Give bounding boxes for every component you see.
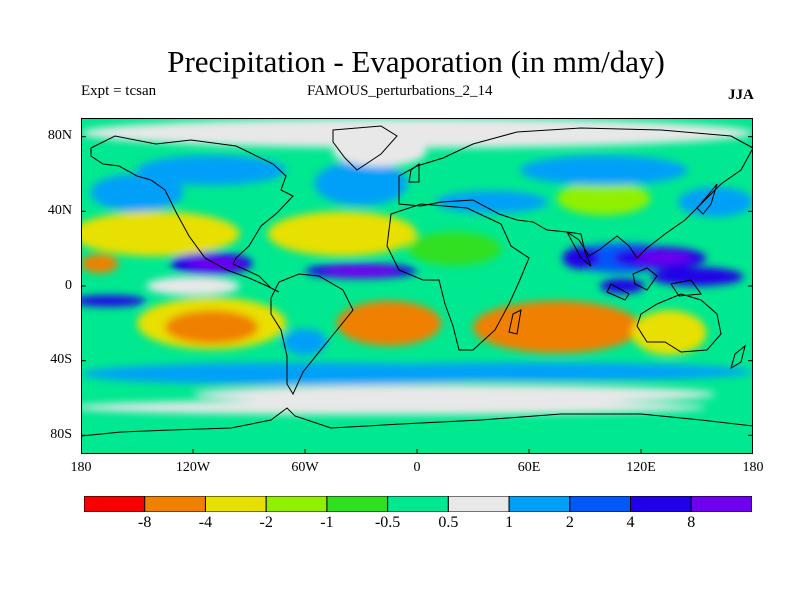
lon-tick-label: 0 — [413, 460, 421, 475]
lon-tick-label: 60W — [291, 460, 319, 475]
field-region — [165, 310, 259, 344]
chart-title: Precipitation - Evaporation (in mm/day) — [167, 44, 665, 79]
field-region — [557, 181, 651, 216]
colorbar-swatch — [326, 496, 389, 512]
lat-tick-label: 40S — [50, 352, 72, 367]
colorbar-swatch — [630, 496, 692, 512]
colorbar-swatch — [265, 496, 328, 512]
field-region — [678, 187, 753, 217]
colorbar-label: 1 — [505, 514, 514, 531]
coastline-australia — [636, 293, 722, 353]
field-region — [81, 118, 753, 148]
field-region — [333, 136, 427, 167]
experiment-label: Expt = tcsan — [81, 83, 157, 99]
colorbar-label: 0.5 — [438, 514, 459, 531]
field-region — [137, 155, 287, 186]
colorbar-label: -1 — [320, 514, 334, 531]
field-region — [81, 399, 707, 415]
field-region — [473, 300, 641, 354]
field-region — [146, 276, 240, 296]
coastline-japan — [696, 183, 718, 215]
field-region — [407, 231, 502, 266]
field-region — [193, 384, 716, 404]
lon-tick-label: 120E — [626, 460, 656, 475]
field-region — [314, 160, 408, 206]
coastline-maritime-continent — [606, 267, 702, 301]
colorbar-swatch — [84, 496, 146, 512]
coastline-africa — [386, 203, 530, 351]
colorbar-label: 2 — [565, 514, 574, 531]
colorbar-swatch — [447, 496, 510, 512]
lat-tick-label: 80S — [50, 427, 72, 442]
coastline-new-zealand — [730, 344, 746, 370]
coastline-india — [566, 231, 592, 267]
coastlines — [81, 125, 753, 437]
colorbar-swatch — [387, 496, 449, 512]
axis-ticks — [81, 136, 753, 454]
map-plot — [81, 118, 753, 454]
field-region — [650, 267, 744, 286]
field-region — [81, 254, 119, 273]
coastline-antarctica — [81, 407, 753, 437]
colorbar-swatch — [144, 496, 206, 512]
field-region — [267, 211, 417, 257]
coastline-madagascar — [508, 309, 522, 335]
field-region — [305, 362, 753, 382]
colorbar-label: 4 — [626, 514, 635, 531]
colorbar-label: -2 — [259, 514, 273, 531]
colorbar-label: 8 — [687, 514, 696, 531]
field-region — [599, 278, 645, 294]
colorbar — [84, 496, 752, 512]
field-region — [282, 328, 328, 356]
lon-tick-label: 180 — [70, 460, 92, 475]
field-region — [81, 211, 240, 257]
coastline-north-america — [90, 135, 294, 293]
field-region — [81, 295, 147, 307]
lat-tick-label: 80N — [47, 128, 72, 143]
colorbar-label: -8 — [138, 514, 152, 531]
coastline-south-america — [270, 273, 354, 396]
lat-tick-label: 0 — [65, 278, 72, 293]
run-name-label: FAMOUS_perturbations_2_14 — [307, 83, 493, 99]
colorbar-swatch — [690, 496, 752, 512]
field-region — [336, 300, 442, 346]
coastline-greenland — [332, 125, 398, 171]
lon-tick-label: 180 — [742, 460, 764, 475]
field-region — [90, 174, 184, 212]
lon-tick-label: 120W — [175, 460, 211, 475]
coastline-uk — [408, 163, 420, 183]
colorbar-swatch — [508, 496, 571, 512]
coastline-eurasia — [398, 127, 753, 259]
season-label: JJA — [728, 87, 754, 103]
field-region — [323, 265, 399, 277]
colorbar-swatch — [204, 496, 267, 512]
colorbar-label: -0.5 — [374, 514, 401, 531]
lat-tick-label: 40N — [47, 203, 72, 218]
field-region — [519, 155, 688, 186]
field-region — [631, 310, 707, 356]
lon-tick-label: 60E — [517, 460, 541, 475]
colorbar-swatch — [569, 496, 632, 512]
colorbar-label: -4 — [198, 514, 213, 531]
field-region — [635, 252, 692, 264]
